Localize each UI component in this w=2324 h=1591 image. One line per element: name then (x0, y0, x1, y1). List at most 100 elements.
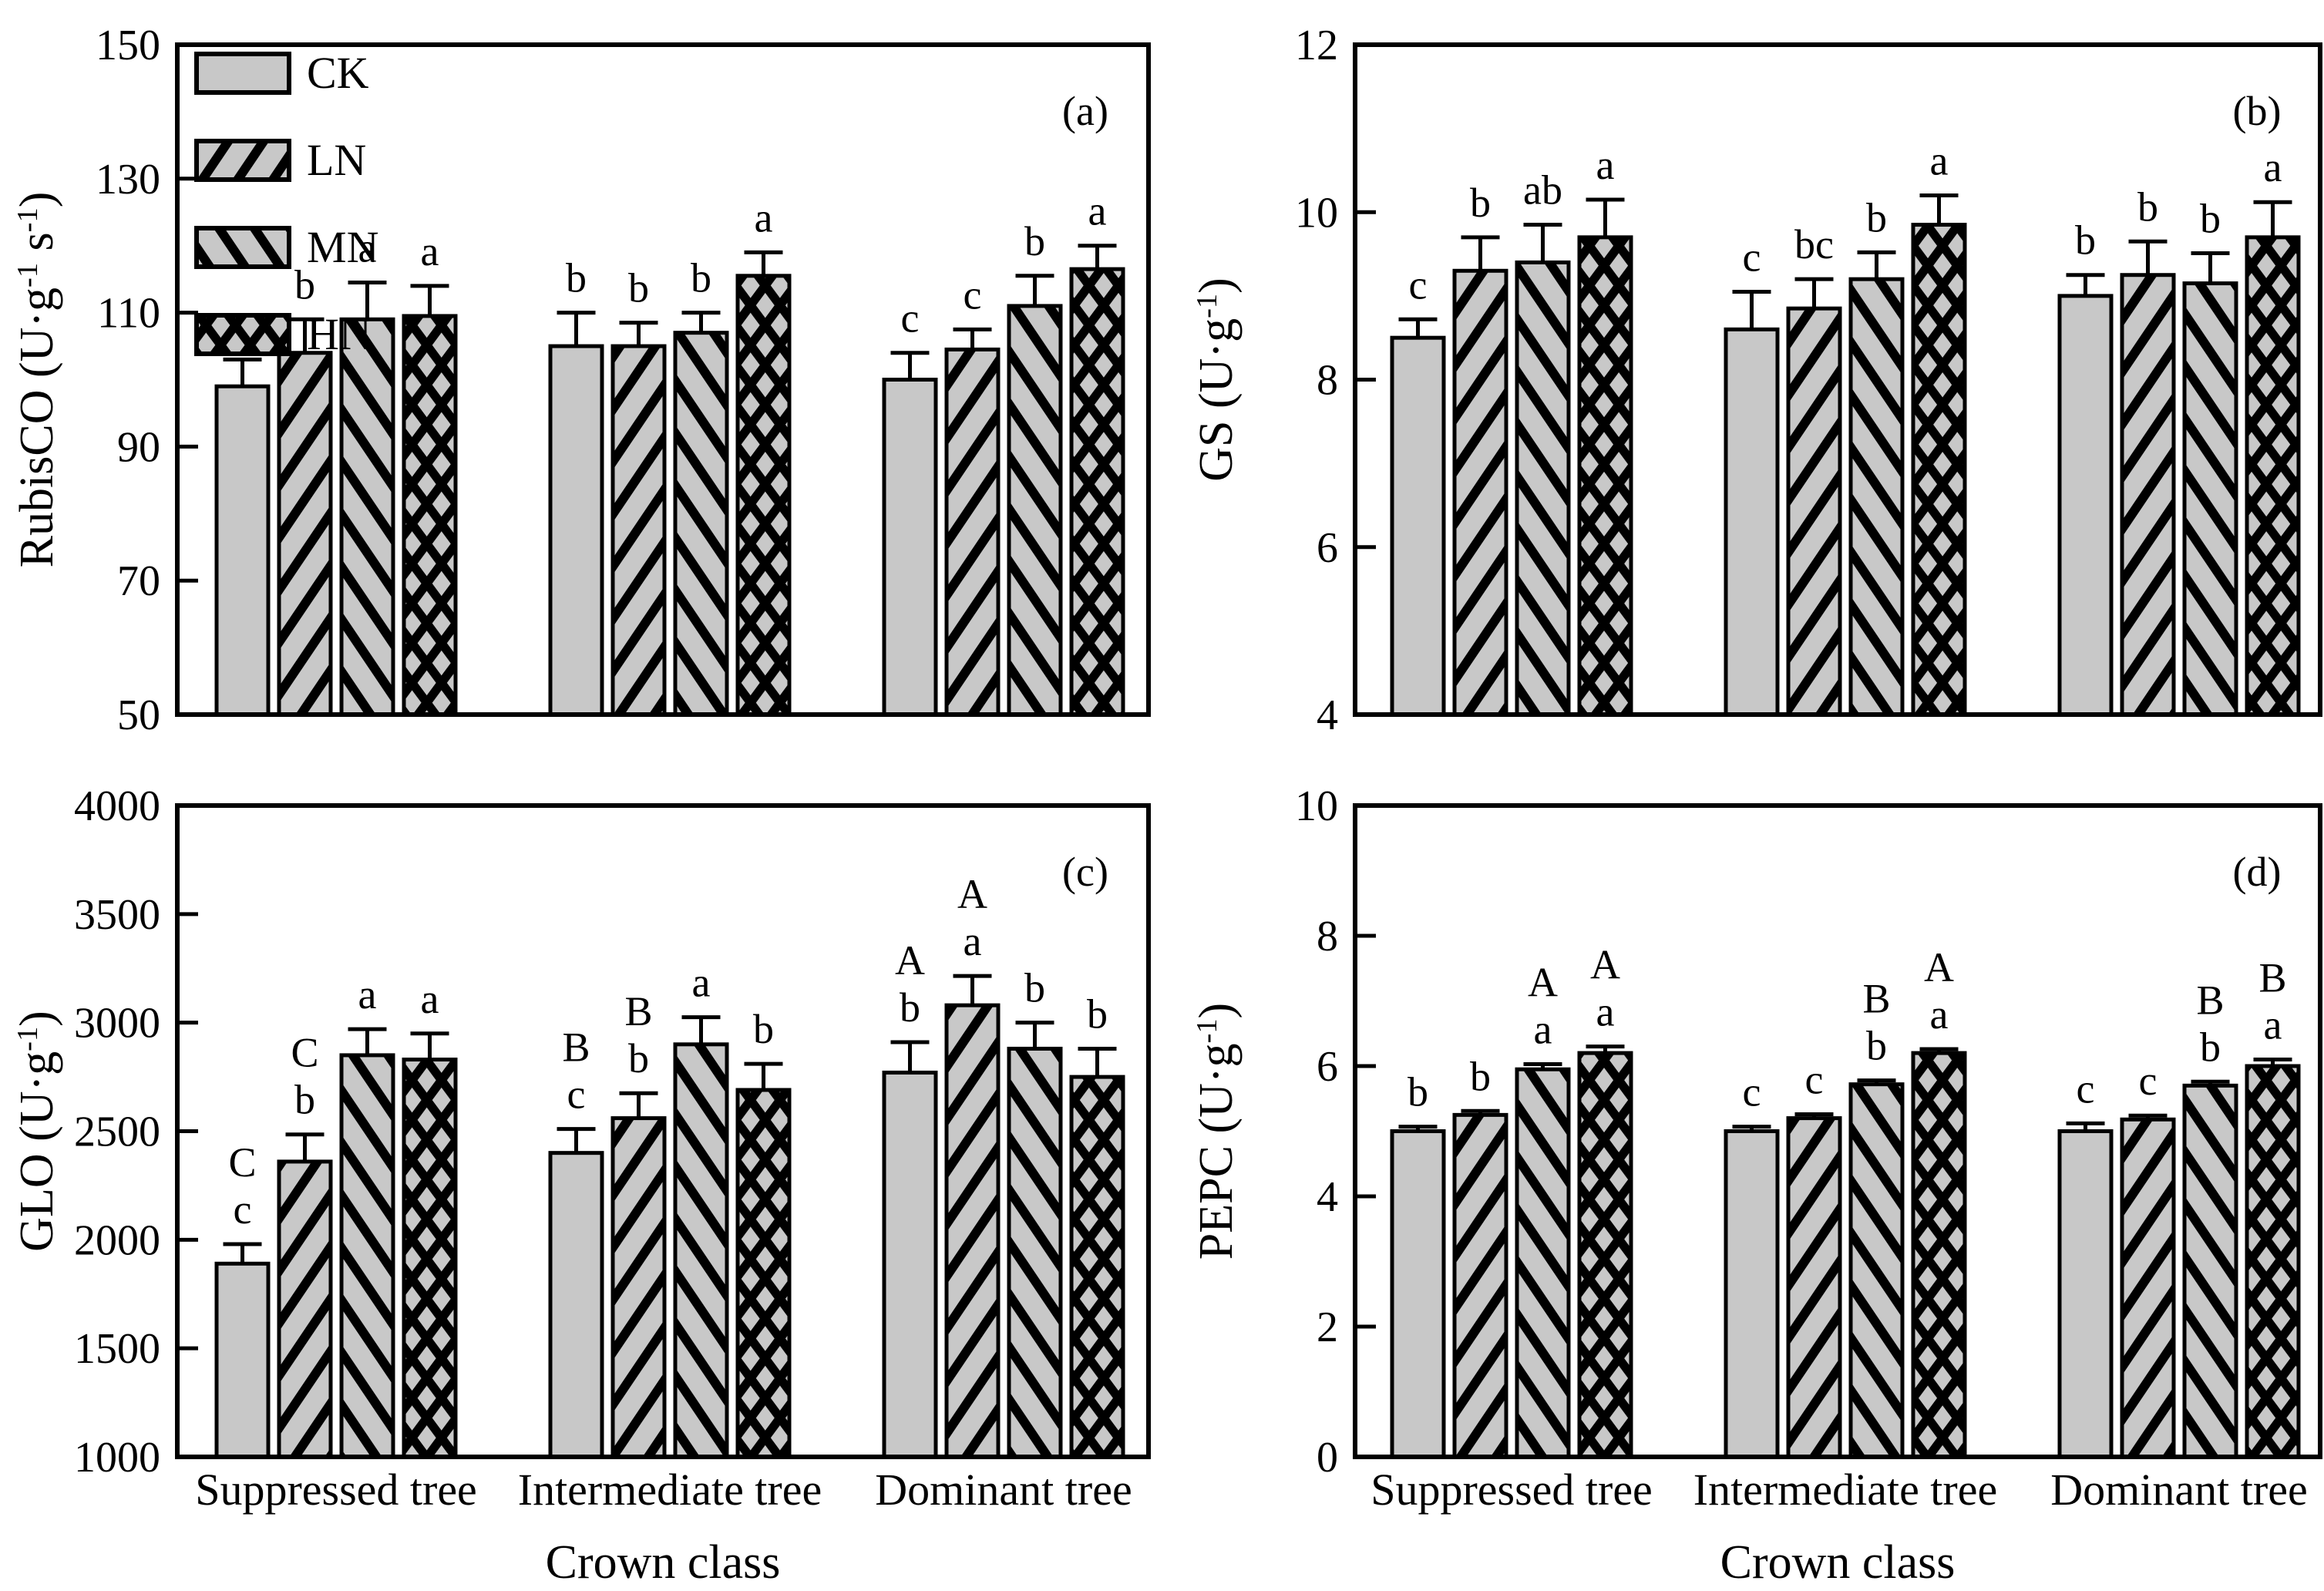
significance-letter: b (691, 255, 711, 301)
significance-letter: b (2200, 195, 2221, 241)
panel-a: cbcbbcabbaaa507090110130150RubisCO (U·g-… (11, 22, 1151, 739)
x-category-label: Dominant tree (875, 1465, 1132, 1515)
y-tick-label: 10 (1295, 189, 1338, 237)
y-tick-label: 10 (1295, 782, 1338, 830)
plot-border (1353, 803, 2322, 1459)
bar-MN-suppressed (339, 317, 395, 717)
y-axis-title: PEPC (U·g-1) (1190, 1003, 1243, 1260)
panel-tag: (d) (2233, 849, 2282, 895)
bar-CK-dominant (2057, 294, 2114, 717)
significance-letter: b (1087, 991, 1108, 1037)
x-category-label: Dominant tree (2050, 1465, 2307, 1515)
significance-letter-upper: B (2196, 977, 2224, 1023)
bar-CK-suppressed (1390, 335, 1446, 717)
bar-CK-intermediate (1724, 1129, 1780, 1459)
bar-LN-dominant (944, 1003, 1001, 1459)
significance-letter: a (692, 960, 711, 1006)
significance-letter: a (358, 971, 377, 1018)
y-tick-label: 4000 (74, 782, 160, 830)
y-tick-label: 2 (1317, 1303, 1338, 1351)
bar-MN-dominant (1007, 304, 1063, 717)
bar-LN-suppressed (277, 351, 333, 717)
significance-letter: b (566, 255, 587, 301)
bar-CK-intermediate (1724, 327, 1780, 717)
legend-label: CK (307, 48, 369, 98)
bar-MN-suppressed (1515, 1067, 1571, 1459)
significance-letter: b (1024, 218, 1045, 264)
bar-HN-intermediate (1911, 1051, 1967, 1459)
significance-letter: b (1024, 965, 1045, 1011)
significance-letter: b (753, 1006, 774, 1052)
bar-CK-dominant (2057, 1129, 2114, 1459)
significance-letter: a (421, 228, 439, 274)
significance-letter: c (1409, 261, 1428, 308)
y-axis-title: GLO (U·g-1) (11, 1011, 63, 1252)
bar-CK-suppressed (214, 1261, 271, 1459)
y-tick-label: 4 (1317, 1173, 1338, 1221)
panel-tag: (a) (1062, 88, 1108, 134)
bar-HN-suppressed (402, 314, 458, 717)
bar-HN-intermediate (1911, 223, 1967, 717)
y-tick-label: 3500 (74, 891, 160, 939)
bar-MN-intermediate (673, 1042, 729, 1459)
x-category-label: Suppressed tree (195, 1465, 477, 1515)
significance-letter: c (2139, 1058, 2158, 1104)
bar-LN-intermediate (1786, 1116, 1842, 1459)
significance-letter-upper: B (624, 988, 652, 1034)
bar-LN-suppressed (1452, 268, 1508, 717)
y-tick-label: 70 (117, 557, 160, 605)
y-axis-title: RubisCO (U·g-1 s-1) (11, 192, 63, 568)
legend-swatch-ck (194, 52, 291, 95)
bar-HN-dominant (1069, 1075, 1125, 1459)
significance-letter: c (1743, 234, 1761, 280)
significance-letter-lower: a (1596, 989, 1615, 1035)
significance-letter-lower: b (2200, 1024, 2221, 1070)
significance-letter: b (1866, 194, 1887, 240)
significance-letter: c (901, 295, 920, 341)
bar-MN-intermediate (673, 331, 729, 717)
bar-LN-intermediate (610, 1116, 667, 1459)
bar-MN-dominant (2182, 1083, 2238, 1459)
significance-letter: a (1596, 142, 1615, 188)
significance-letter-lower: c (234, 1186, 252, 1233)
bar-HN-dominant (2245, 235, 2301, 717)
y-tick-label: 50 (117, 691, 160, 739)
y-tick-label: 130 (96, 156, 160, 204)
legend-swatch-ln (194, 139, 291, 182)
significance-letter-lower: a (2264, 1002, 2282, 1048)
significance-letter: a (358, 224, 377, 271)
bar-CK-suppressed (1390, 1129, 1446, 1459)
y-tick-label: 1000 (74, 1434, 160, 1482)
significance-letter-upper: A (1528, 959, 1558, 1005)
significance-letter: c (964, 271, 982, 318)
y-axis-title: GS (U·g-1) (1190, 278, 1243, 482)
significance-letter: b (628, 265, 649, 311)
bar-CK-dominant (882, 1070, 938, 1459)
legend-label: LN (307, 135, 366, 185)
bar-MN-suppressed (339, 1053, 395, 1459)
bar-HN-suppressed (402, 1058, 458, 1459)
legend-label: MN (307, 222, 378, 272)
bar-HN-dominant (1069, 267, 1125, 717)
significance-letter: a (1930, 138, 1949, 184)
bar-LN-dominant (2120, 1117, 2176, 1459)
bar-LN-suppressed (277, 1159, 333, 1459)
significance-letter: b (1408, 1069, 1428, 1115)
bar-MN-intermediate (1848, 1082, 1905, 1459)
significance-letter-lower: b (1866, 1023, 1887, 1069)
x-axis-title: Crown class (546, 1536, 781, 1589)
legend-swatch-mn (194, 226, 291, 269)
bar-HN-suppressed (1577, 1051, 1633, 1459)
y-tick-label: 6 (1317, 1043, 1338, 1091)
y-tick-label: 2500 (74, 1108, 160, 1156)
y-tick-label: 0 (1317, 1434, 1338, 1482)
bar-HN-intermediate (735, 1088, 792, 1459)
significance-letter: c (2077, 1065, 2095, 1112)
bar-HN-intermediate (735, 274, 792, 717)
significance-letter-upper: B (562, 1024, 590, 1071)
bar-LN-suppressed (1452, 1112, 1508, 1459)
significance-letter-upper: A (957, 871, 987, 917)
significance-letter: c (1805, 1057, 1824, 1103)
significance-letter: a (2264, 144, 2282, 190)
